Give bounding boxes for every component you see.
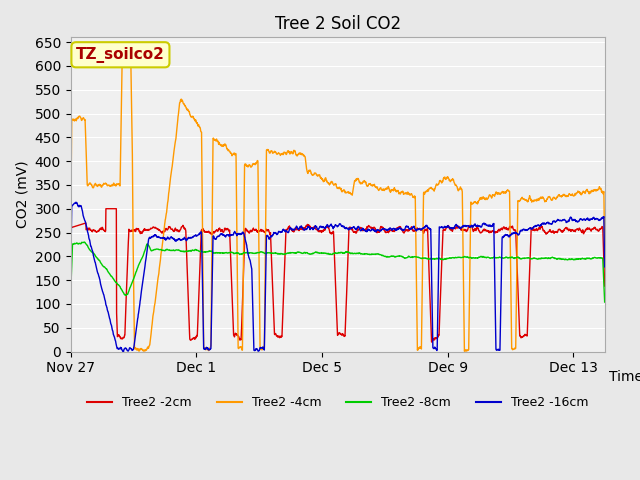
Tree2 -2cm: [327, 230, 335, 236]
Tree2 -8cm: [327, 252, 335, 257]
Tree2 -4cm: [312, 172, 320, 178]
Line: Tree2 -16cm: Tree2 -16cm: [70, 202, 605, 351]
Tree2 -4cm: [488, 195, 495, 201]
Tree2 -2cm: [67, 225, 74, 231]
Title: Tree 2 Soil CO2: Tree 2 Soil CO2: [275, 15, 401, 33]
Tree2 -16cm: [327, 222, 335, 228]
Tree2 -2cm: [312, 227, 320, 232]
Tree2 -2cm: [102, 206, 109, 212]
Tree2 -8cm: [312, 250, 320, 255]
Tree2 -16cm: [120, 348, 127, 354]
Tree2 -2cm: [586, 227, 593, 232]
Tree2 -16cm: [586, 217, 593, 223]
Tree2 -16cm: [313, 224, 321, 230]
Tree2 -8cm: [586, 255, 593, 261]
Tree2 -16cm: [601, 264, 609, 270]
Tree2 -16cm: [72, 199, 80, 205]
Tree2 -2cm: [601, 283, 609, 289]
Tree2 -2cm: [488, 229, 495, 235]
Tree2 -4cm: [586, 190, 593, 195]
X-axis label: Time: Time: [609, 371, 640, 384]
Tree2 -2cm: [428, 339, 435, 345]
Tree2 -4cm: [586, 190, 593, 195]
Line: Tree2 -2cm: Tree2 -2cm: [70, 209, 605, 342]
Tree2 -16cm: [586, 217, 593, 223]
Tree2 -8cm: [67, 291, 74, 297]
Line: Tree2 -4cm: Tree2 -4cm: [70, 55, 605, 351]
Tree2 -8cm: [488, 255, 495, 261]
Y-axis label: CO2 (mV): CO2 (mV): [15, 161, 29, 228]
Tree2 -4cm: [327, 180, 335, 185]
Tree2 -4cm: [94, 182, 102, 188]
Tree2 -8cm: [94, 256, 102, 262]
Tree2 -4cm: [461, 348, 468, 354]
Tree2 -2cm: [94, 228, 102, 234]
Tree2 -4cm: [121, 52, 129, 58]
Legend: Tree2 -2cm, Tree2 -4cm, Tree2 -8cm, Tree2 -16cm: Tree2 -2cm, Tree2 -4cm, Tree2 -8cm, Tree…: [82, 391, 593, 414]
Tree2 -8cm: [601, 299, 609, 305]
Tree2 -4cm: [601, 248, 609, 253]
Line: Tree2 -8cm: Tree2 -8cm: [70, 242, 605, 302]
Tree2 -4cm: [67, 233, 74, 239]
Tree2 -2cm: [586, 227, 593, 232]
Text: TZ_soilco2: TZ_soilco2: [76, 47, 165, 63]
Tree2 -16cm: [94, 271, 102, 276]
Tree2 -8cm: [586, 256, 593, 262]
Tree2 -16cm: [67, 276, 74, 282]
Tree2 -16cm: [488, 224, 495, 229]
Tree2 -8cm: [81, 239, 88, 245]
